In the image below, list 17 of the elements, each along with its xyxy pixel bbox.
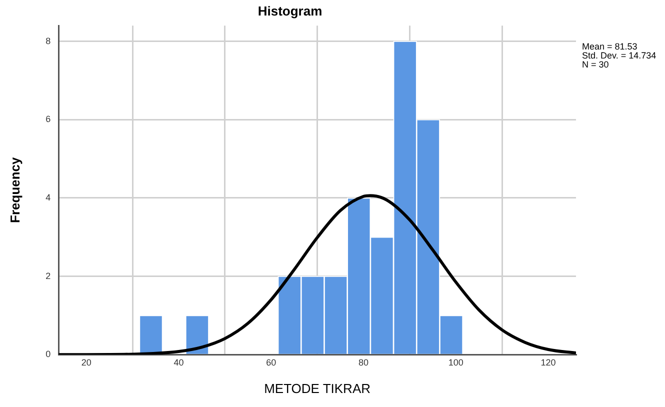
x-tick-label: 120: [540, 357, 556, 368]
y-tick-label: 8: [46, 36, 51, 46]
chart-title: Histogram: [258, 3, 322, 18]
x-tick-label: 100: [448, 357, 464, 368]
y-tick-label: 2: [46, 270, 51, 281]
text: N = 30: [582, 60, 609, 70]
y-tick-label: 6: [46, 114, 51, 124]
text: Std. Dev. = 14.734: [582, 50, 656, 61]
x-tick-label: 80: [358, 357, 369, 368]
y-tick-label: 0: [46, 349, 51, 360]
x-tick-label: 60: [266, 357, 276, 368]
text: Mean = 81.53: [582, 42, 638, 52]
x-axis-title: METODE TIKRAR: [264, 380, 371, 396]
x-tick-label: 20: [81, 357, 92, 368]
y-tick-label: 4: [46, 192, 51, 202]
x-tick-label: 40: [174, 357, 184, 368]
y-axis-title: Frequency: [7, 156, 22, 223]
